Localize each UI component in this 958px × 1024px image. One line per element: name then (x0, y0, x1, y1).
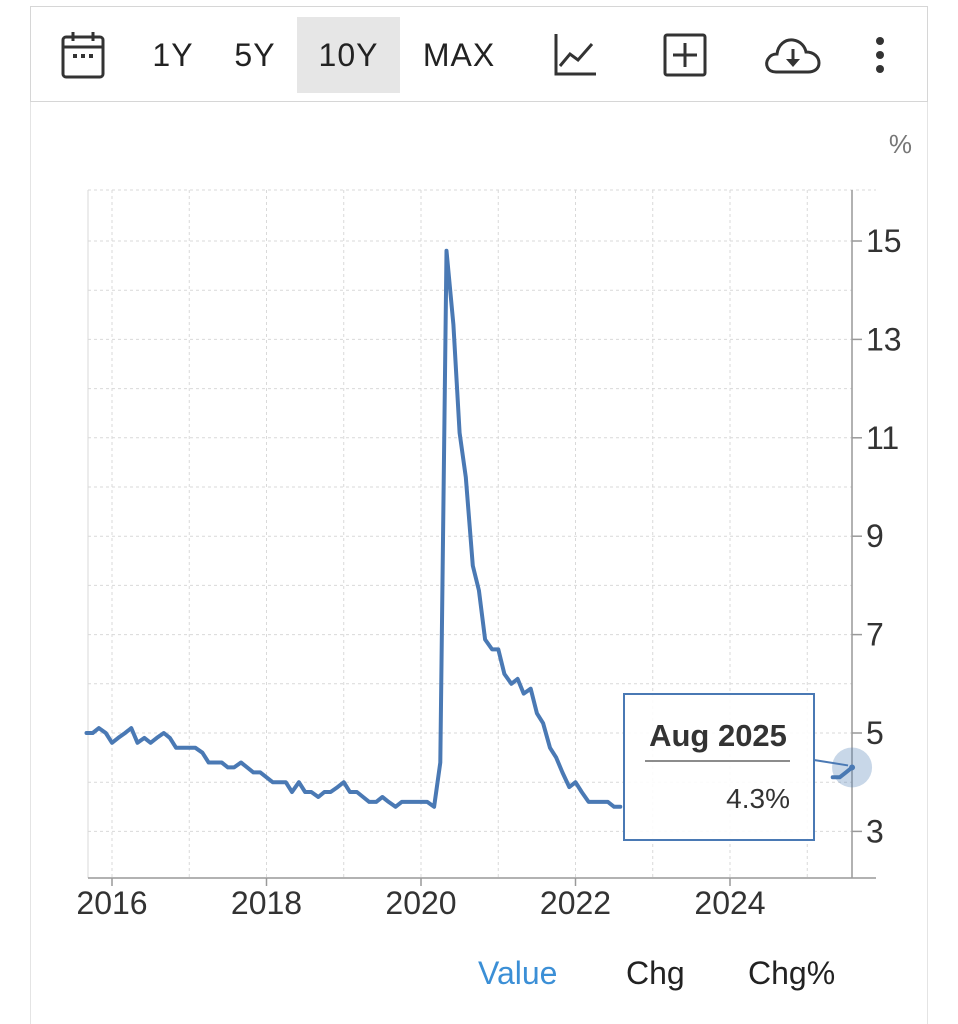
more-vertical-icon (876, 37, 884, 73)
tab-value[interactable]: Value (478, 955, 558, 991)
tab-chg[interactable]: Chg (626, 955, 685, 991)
line-chart-icon (554, 34, 596, 76)
add-box-icon (663, 33, 707, 77)
y-tick-label: 7 (866, 617, 884, 653)
y-tick-label: 3 (866, 813, 884, 849)
line-chart[interactable]: 2016 2018 2020 2022 2024 3 5 7 9 11 13 15 Aug 2025 … (0, 0, 958, 950)
y-tick-label: 11 (866, 420, 899, 456)
range-max-button[interactable]: MAX (422, 36, 496, 73)
y-tick-label: 13 (866, 321, 902, 357)
y-tick-label: 5 (866, 715, 884, 751)
series-line (84, 248, 855, 809)
y-unit-label: % (889, 129, 912, 159)
tooltip-date: Aug 2025 (649, 718, 787, 753)
x-tick-label: 2022 (540, 885, 611, 921)
series-end-point (849, 764, 856, 771)
chart-card (30, 102, 928, 1024)
tab-chg-percent[interactable]: Chg% (748, 955, 836, 991)
x-tick-label: 2024 (694, 885, 765, 921)
compare-button[interactable] (655, 17, 715, 93)
chart-type-button[interactable] (545, 17, 605, 93)
calendar-button[interactable] (53, 17, 113, 93)
y-tick-label: 9 (866, 518, 884, 554)
range-1y-button[interactable]: 1Y (152, 36, 194, 73)
tooltip-value: 4.3% (726, 783, 790, 814)
x-tick-label: 2016 (76, 885, 147, 921)
y-tick-label: 15 (866, 223, 902, 259)
range-10y-button[interactable]: 10Y (297, 17, 400, 93)
more-options-button[interactable] (857, 17, 903, 93)
value-tooltip: Aug 2025 4.3% (623, 693, 815, 841)
cloud-download-icon (765, 38, 821, 74)
tooltip-connector (813, 759, 849, 767)
chart-toolbar: 1Y 5Y 10Y MAX (30, 6, 928, 102)
range-5y-button[interactable]: 5Y (234, 36, 276, 73)
download-button[interactable] (759, 17, 825, 93)
x-tick-label: 2020 (385, 885, 456, 921)
x-tick-label: 2018 (231, 885, 302, 921)
calendar-icon (61, 32, 105, 79)
